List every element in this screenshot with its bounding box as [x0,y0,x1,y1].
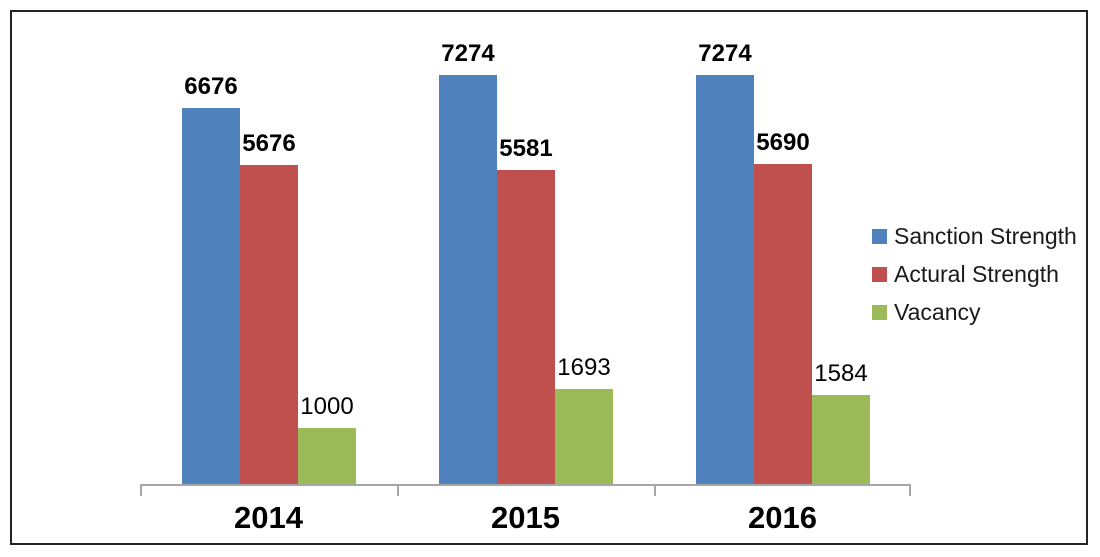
legend-label-sanction-strength: Sanction Strength [894,222,1077,249]
bar-value-label: 6676 [184,73,238,100]
bar-group-2014: 6676 5676 1000 [140,34,397,484]
axis-tick [654,484,656,496]
legend-item-vacancy: Vacancy [872,293,1077,331]
bar-vacancy-2014 [298,428,356,484]
bar-value-label: 7274 [441,40,495,67]
axis-tick [140,484,142,496]
bar-sanction-strength-2014 [182,108,240,484]
legend-swatch-sanction-strength [872,228,887,244]
bar-actural-strength-2014 [240,165,298,484]
bar-vacancy-2016 [812,395,870,484]
bar-value-label: 5676 [242,130,296,157]
bar-value-label: 5581 [499,135,553,162]
legend-item-sanction-strength: Sanction Strength [872,217,1077,255]
legend-item-actural-strength: Actural Strength [872,255,1077,293]
bar-vacancy-2015 [555,389,613,484]
category-label-2015: 2015 [491,500,560,535]
category-label-2016: 2016 [748,500,817,535]
bar-actural-strength-2016 [754,164,812,484]
legend-label-vacancy: Vacancy [894,298,981,325]
axis-tick [909,484,911,496]
bar-actural-strength-2015 [497,170,555,484]
legend-swatch-vacancy [872,304,887,320]
axis-tick [397,484,399,496]
bar-value-label: 1584 [814,360,868,387]
bar-value-label: 1000 [300,393,354,420]
category-label-2014: 2014 [234,500,303,535]
legend: Sanction Strength Actural Strength Vacan… [872,217,1077,331]
legend-label-actural-strength: Actural Strength [894,260,1059,287]
bar-value-label: 5690 [756,129,810,156]
plot-area: 6676 5676 1000 2014 7274 5581 1693 2015 7274 5690… [140,34,911,533]
bar-value-label: 1693 [557,354,611,381]
bar-value-label: 7274 [698,40,752,67]
bar-sanction-strength-2015 [439,75,497,484]
legend-swatch-actural-strength [872,266,887,282]
bar-group-2015: 7274 5581 1693 [397,34,654,484]
bar-group-2016: 7274 5690 1584 [654,34,911,484]
x-axis-line [140,484,911,486]
bar-sanction-strength-2016 [696,75,754,484]
